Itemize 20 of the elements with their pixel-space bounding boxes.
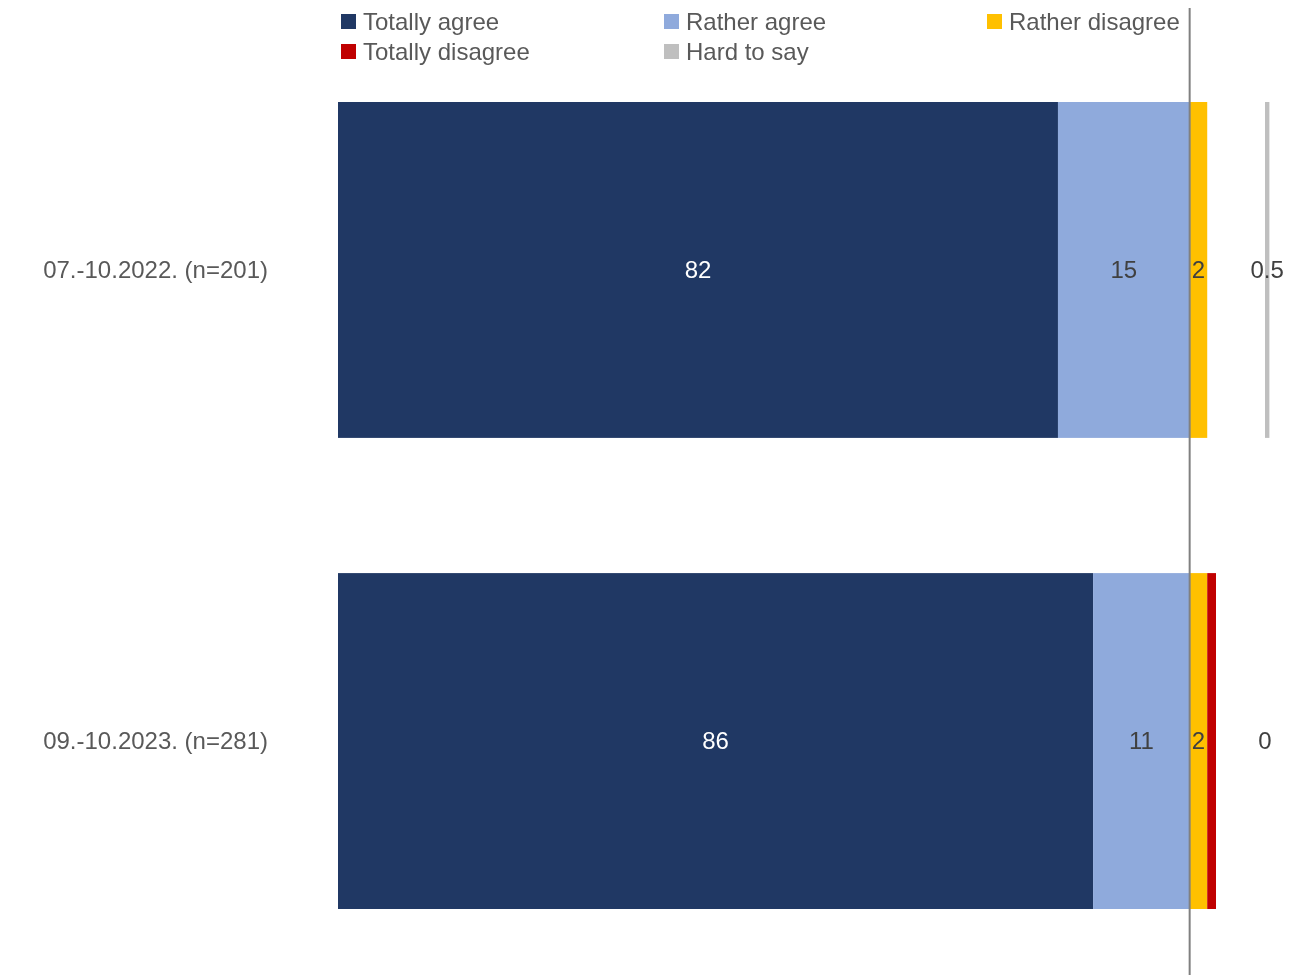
legend-label: Totally disagree xyxy=(363,37,530,65)
bar xyxy=(1207,573,1216,909)
bar xyxy=(338,102,1058,438)
legend-label: Hard to say xyxy=(686,37,809,65)
bar xyxy=(1093,573,1190,909)
data-label: 11 xyxy=(1128,727,1154,755)
data-label: 2 xyxy=(1191,727,1206,755)
legend-label: Rather agree xyxy=(686,7,827,35)
data-label: 0 xyxy=(1258,727,1272,755)
data-label: 86 xyxy=(702,727,729,755)
data-label: 82 xyxy=(684,256,712,284)
bar xyxy=(338,573,1094,909)
legend-label: Totally agree xyxy=(363,7,500,35)
legend-label: Rather disagree xyxy=(1009,7,1180,35)
data-label: 15 xyxy=(1110,256,1138,284)
bar xyxy=(1057,102,1190,438)
data-label: 2 xyxy=(1191,256,1206,284)
y-tick-label: 09.-10.2023. (n=281) xyxy=(43,727,268,755)
y-tick-label: 07.-10.2022. (n=201) xyxy=(43,256,268,284)
data-label: 0.5 xyxy=(1250,256,1284,284)
